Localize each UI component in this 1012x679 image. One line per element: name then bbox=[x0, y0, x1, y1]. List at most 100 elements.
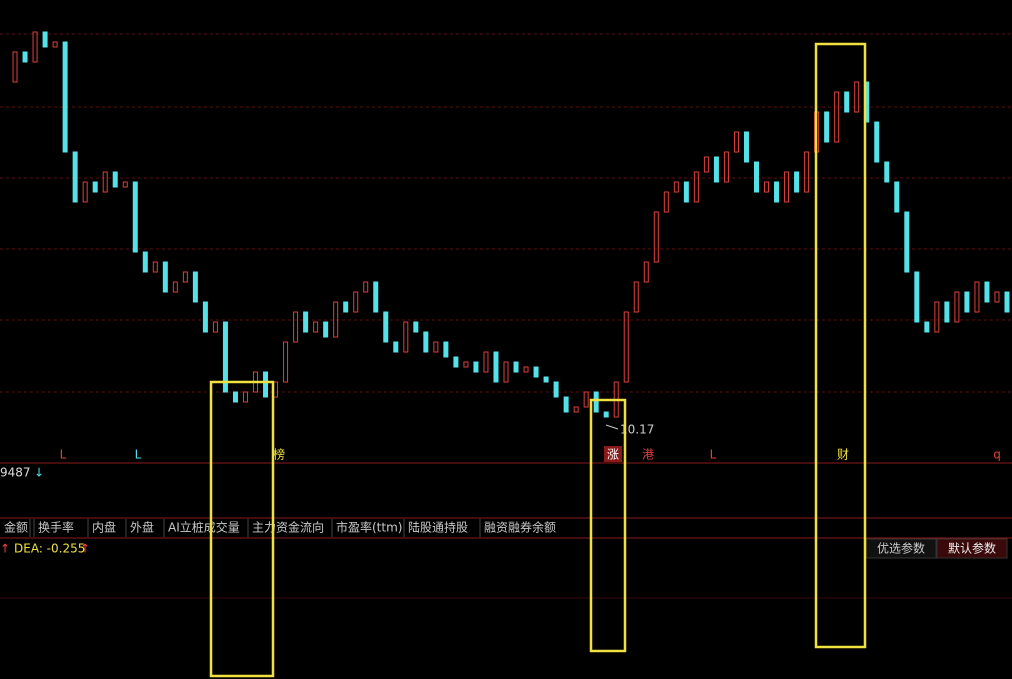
candle bbox=[263, 371, 269, 398]
candle bbox=[583, 391, 589, 408]
candle bbox=[413, 321, 419, 333]
candle bbox=[473, 361, 479, 373]
candle bbox=[92, 181, 98, 193]
candle bbox=[202, 301, 208, 333]
marker: 涨 bbox=[607, 447, 619, 462]
volume-label: 9487 bbox=[0, 466, 31, 480]
candle bbox=[242, 391, 248, 403]
candle bbox=[834, 91, 840, 143]
candle bbox=[142, 251, 148, 273]
candle bbox=[493, 351, 499, 383]
candle bbox=[62, 41, 68, 153]
candle bbox=[673, 181, 679, 193]
candle bbox=[503, 361, 509, 383]
arrow: ↑ bbox=[80, 542, 90, 556]
candle bbox=[563, 396, 569, 413]
button-label[interactable]: 默认参数 bbox=[948, 541, 996, 556]
candle bbox=[663, 191, 669, 213]
candle bbox=[303, 311, 309, 333]
tab[interactable]: 金额 bbox=[4, 520, 28, 535]
candle bbox=[854, 81, 860, 113]
candle bbox=[343, 301, 349, 313]
candle bbox=[453, 356, 459, 368]
candle bbox=[703, 156, 709, 173]
candle bbox=[463, 361, 469, 368]
candle bbox=[723, 151, 729, 183]
candle bbox=[713, 156, 719, 183]
candle bbox=[192, 271, 198, 303]
low-label: 10.17 bbox=[620, 423, 654, 437]
arrow: ↓ bbox=[34, 466, 44, 480]
candle bbox=[12, 51, 18, 83]
candle bbox=[944, 301, 950, 323]
candle bbox=[743, 131, 749, 163]
candle bbox=[683, 181, 689, 203]
tab[interactable]: 市盈率(ttm) bbox=[336, 520, 402, 535]
candle bbox=[443, 341, 449, 358]
candle bbox=[132, 181, 138, 253]
candle bbox=[603, 411, 609, 418]
marker: L bbox=[60, 448, 67, 462]
candle bbox=[383, 311, 389, 343]
candle bbox=[42, 31, 48, 48]
candle bbox=[523, 366, 529, 373]
candle bbox=[293, 311, 299, 343]
candle bbox=[72, 151, 78, 203]
tab[interactable]: 陆股通持股 bbox=[408, 520, 468, 535]
candle bbox=[894, 181, 900, 213]
tab[interactable]: AI立桩成交量 bbox=[168, 520, 240, 535]
tab[interactable]: 内盘 bbox=[92, 520, 116, 535]
candle bbox=[733, 131, 739, 153]
candle bbox=[774, 181, 780, 203]
candle bbox=[363, 281, 369, 293]
button-label[interactable]: 优选参数 bbox=[877, 541, 925, 556]
tab[interactable]: 主力资金流向 bbox=[252, 520, 324, 535]
candle bbox=[964, 291, 970, 313]
candle bbox=[553, 381, 559, 398]
candle bbox=[393, 341, 399, 353]
candle bbox=[32, 31, 38, 63]
candle bbox=[904, 211, 910, 273]
candle bbox=[152, 261, 158, 273]
candle bbox=[333, 301, 339, 338]
candle bbox=[162, 261, 168, 293]
tab-bar: 金额 换手率 内盘 外盘 AI立桩成交量 主力资金流向 市盈率(ttm) 陆股通持股 融资融券余… bbox=[4, 519, 556, 537]
grid bbox=[0, 33, 1012, 393]
candle bbox=[753, 161, 759, 193]
candle bbox=[924, 321, 930, 333]
marker: 榜 bbox=[273, 447, 285, 462]
candle bbox=[633, 281, 639, 313]
candle bbox=[323, 321, 329, 338]
button[interactable] bbox=[936, 538, 1008, 559]
candle bbox=[122, 181, 128, 188]
candle bbox=[874, 121, 880, 163]
tab[interactable]: 外盘 bbox=[130, 520, 154, 535]
candle bbox=[222, 321, 228, 393]
candle bbox=[573, 406, 579, 413]
marker: q bbox=[993, 448, 1001, 462]
marker: 港 bbox=[642, 448, 654, 462]
candle bbox=[403, 321, 409, 353]
tab[interactable]: 融资融券余额 bbox=[484, 520, 556, 535]
candle bbox=[313, 321, 319, 333]
candle bbox=[373, 281, 379, 313]
candle bbox=[423, 331, 429, 353]
candle bbox=[1004, 291, 1010, 313]
candle bbox=[643, 261, 649, 283]
candle bbox=[112, 171, 118, 188]
candle bbox=[784, 171, 790, 203]
candle bbox=[593, 391, 599, 413]
tab[interactable]: 换手率 bbox=[38, 520, 74, 535]
candle bbox=[804, 151, 810, 193]
candle bbox=[653, 211, 659, 263]
candle bbox=[623, 311, 629, 383]
candle bbox=[934, 301, 940, 333]
candle bbox=[483, 351, 489, 373]
candle bbox=[824, 111, 830, 143]
marker: 财 bbox=[837, 448, 849, 462]
candle bbox=[102, 171, 108, 193]
candle bbox=[693, 171, 699, 203]
candle bbox=[954, 291, 960, 323]
